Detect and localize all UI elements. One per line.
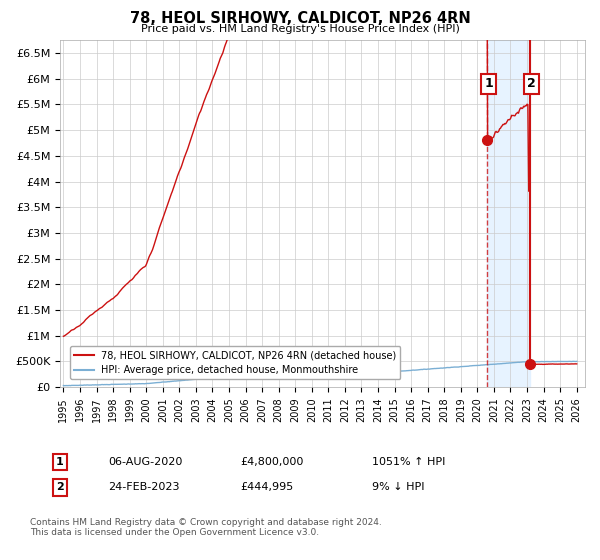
Text: Contains HM Land Registry data © Crown copyright and database right 2024.
This d: Contains HM Land Registry data © Crown c… <box>30 518 382 538</box>
Legend: 78, HEOL SIRHOWY, CALDICOT, NP26 4RN (detached house), HPI: Average price, detac: 78, HEOL SIRHOWY, CALDICOT, NP26 4RN (de… <box>70 346 400 379</box>
Text: £4,800,000: £4,800,000 <box>240 457 304 467</box>
Bar <box>487 40 530 387</box>
Text: 2: 2 <box>56 482 64 492</box>
Bar <box>544 40 593 387</box>
Text: 9% ↓ HPI: 9% ↓ HPI <box>372 482 425 492</box>
Text: Price paid vs. HM Land Registry's House Price Index (HPI): Price paid vs. HM Land Registry's House … <box>140 24 460 34</box>
Text: 2: 2 <box>527 77 536 90</box>
Text: 1: 1 <box>56 457 64 467</box>
Text: 06-AUG-2020: 06-AUG-2020 <box>108 457 182 467</box>
Text: 1051% ↑ HPI: 1051% ↑ HPI <box>372 457 445 467</box>
Text: 24-FEB-2023: 24-FEB-2023 <box>108 482 179 492</box>
Text: £444,995: £444,995 <box>240 482 293 492</box>
Text: 78, HEOL SIRHOWY, CALDICOT, NP26 4RN: 78, HEOL SIRHOWY, CALDICOT, NP26 4RN <box>130 11 470 26</box>
Text: 1: 1 <box>485 77 493 90</box>
